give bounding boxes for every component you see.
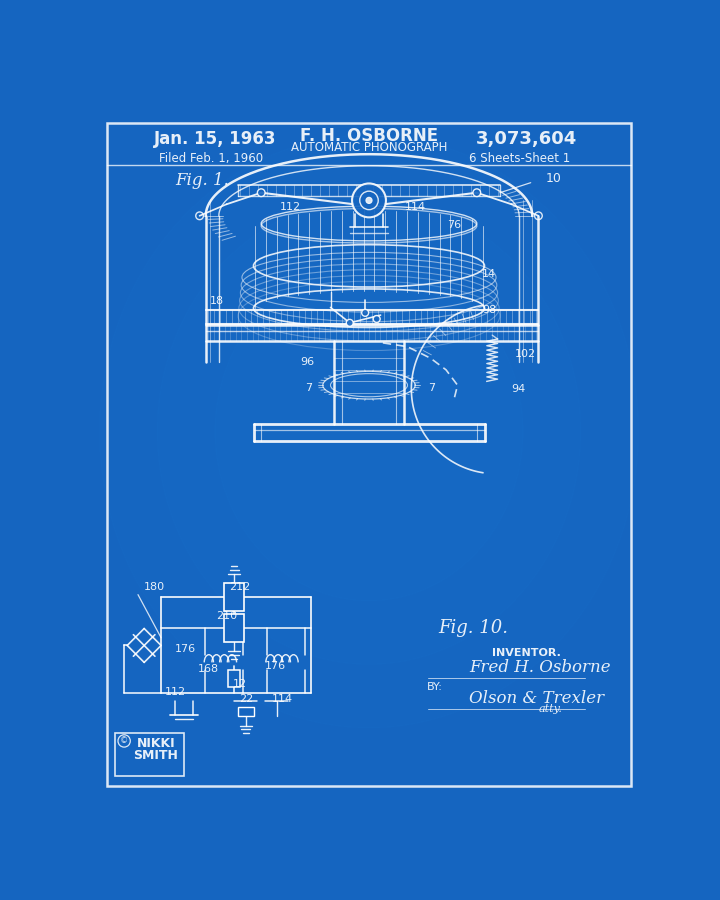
- Circle shape: [473, 189, 481, 196]
- Text: 112: 112: [164, 687, 186, 697]
- Text: 180: 180: [144, 582, 166, 592]
- Text: INVENTOR.: INVENTOR.: [492, 648, 561, 658]
- Text: 12: 12: [233, 679, 247, 689]
- Text: SMITH: SMITH: [133, 749, 178, 762]
- Text: atty.: atty.: [539, 704, 562, 714]
- Text: 168: 168: [198, 663, 220, 673]
- Text: BY:: BY:: [427, 682, 443, 692]
- Circle shape: [352, 184, 386, 217]
- Circle shape: [360, 191, 378, 210]
- Text: 76: 76: [446, 220, 461, 230]
- Text: 176: 176: [264, 662, 286, 671]
- Text: 96: 96: [300, 357, 315, 367]
- Text: 176: 176: [175, 644, 197, 653]
- Circle shape: [346, 320, 354, 327]
- Text: 98: 98: [482, 305, 496, 315]
- Circle shape: [366, 197, 372, 203]
- Text: 10: 10: [546, 172, 562, 185]
- Text: 22: 22: [238, 694, 253, 704]
- Text: 7: 7: [428, 383, 436, 393]
- Text: 212: 212: [229, 582, 251, 592]
- Text: 114: 114: [272, 694, 293, 704]
- Bar: [228, 670, 240, 687]
- Text: 210: 210: [216, 611, 237, 621]
- Text: 6 Sheets-Sheet 1: 6 Sheets-Sheet 1: [469, 151, 570, 165]
- Circle shape: [361, 310, 369, 316]
- Circle shape: [257, 189, 265, 196]
- Text: Jan. 15, 1963: Jan. 15, 1963: [154, 130, 276, 148]
- Text: F. H. OSBORNE: F. H. OSBORNE: [300, 128, 438, 146]
- Text: Olson & Trexler: Olson & Trexler: [469, 690, 604, 707]
- Text: Fig. 10.: Fig. 10.: [438, 619, 508, 637]
- Bar: [224, 583, 244, 611]
- Text: AUTOMATIC PHONOGRAPH: AUTOMATIC PHONOGRAPH: [291, 140, 447, 154]
- Text: 3,073,604: 3,073,604: [476, 130, 577, 148]
- Text: NIKKI: NIKKI: [136, 737, 175, 750]
- Text: ©: ©: [120, 736, 128, 745]
- Bar: [224, 614, 244, 642]
- Bar: [115, 734, 184, 776]
- Text: 114: 114: [405, 202, 426, 211]
- Text: Filed Feb. 1, 1960: Filed Feb. 1, 1960: [159, 151, 264, 165]
- Text: Fred H. Osborne: Fred H. Osborne: [469, 660, 611, 676]
- Text: 94: 94: [511, 384, 526, 394]
- Text: 102: 102: [515, 349, 536, 359]
- Circle shape: [373, 316, 380, 322]
- Text: 18: 18: [210, 295, 224, 305]
- Text: 14: 14: [482, 268, 496, 279]
- Bar: [238, 707, 253, 716]
- Text: 7: 7: [305, 383, 312, 393]
- Text: Fig. 1.: Fig. 1.: [175, 172, 229, 189]
- Text: 112: 112: [280, 202, 301, 211]
